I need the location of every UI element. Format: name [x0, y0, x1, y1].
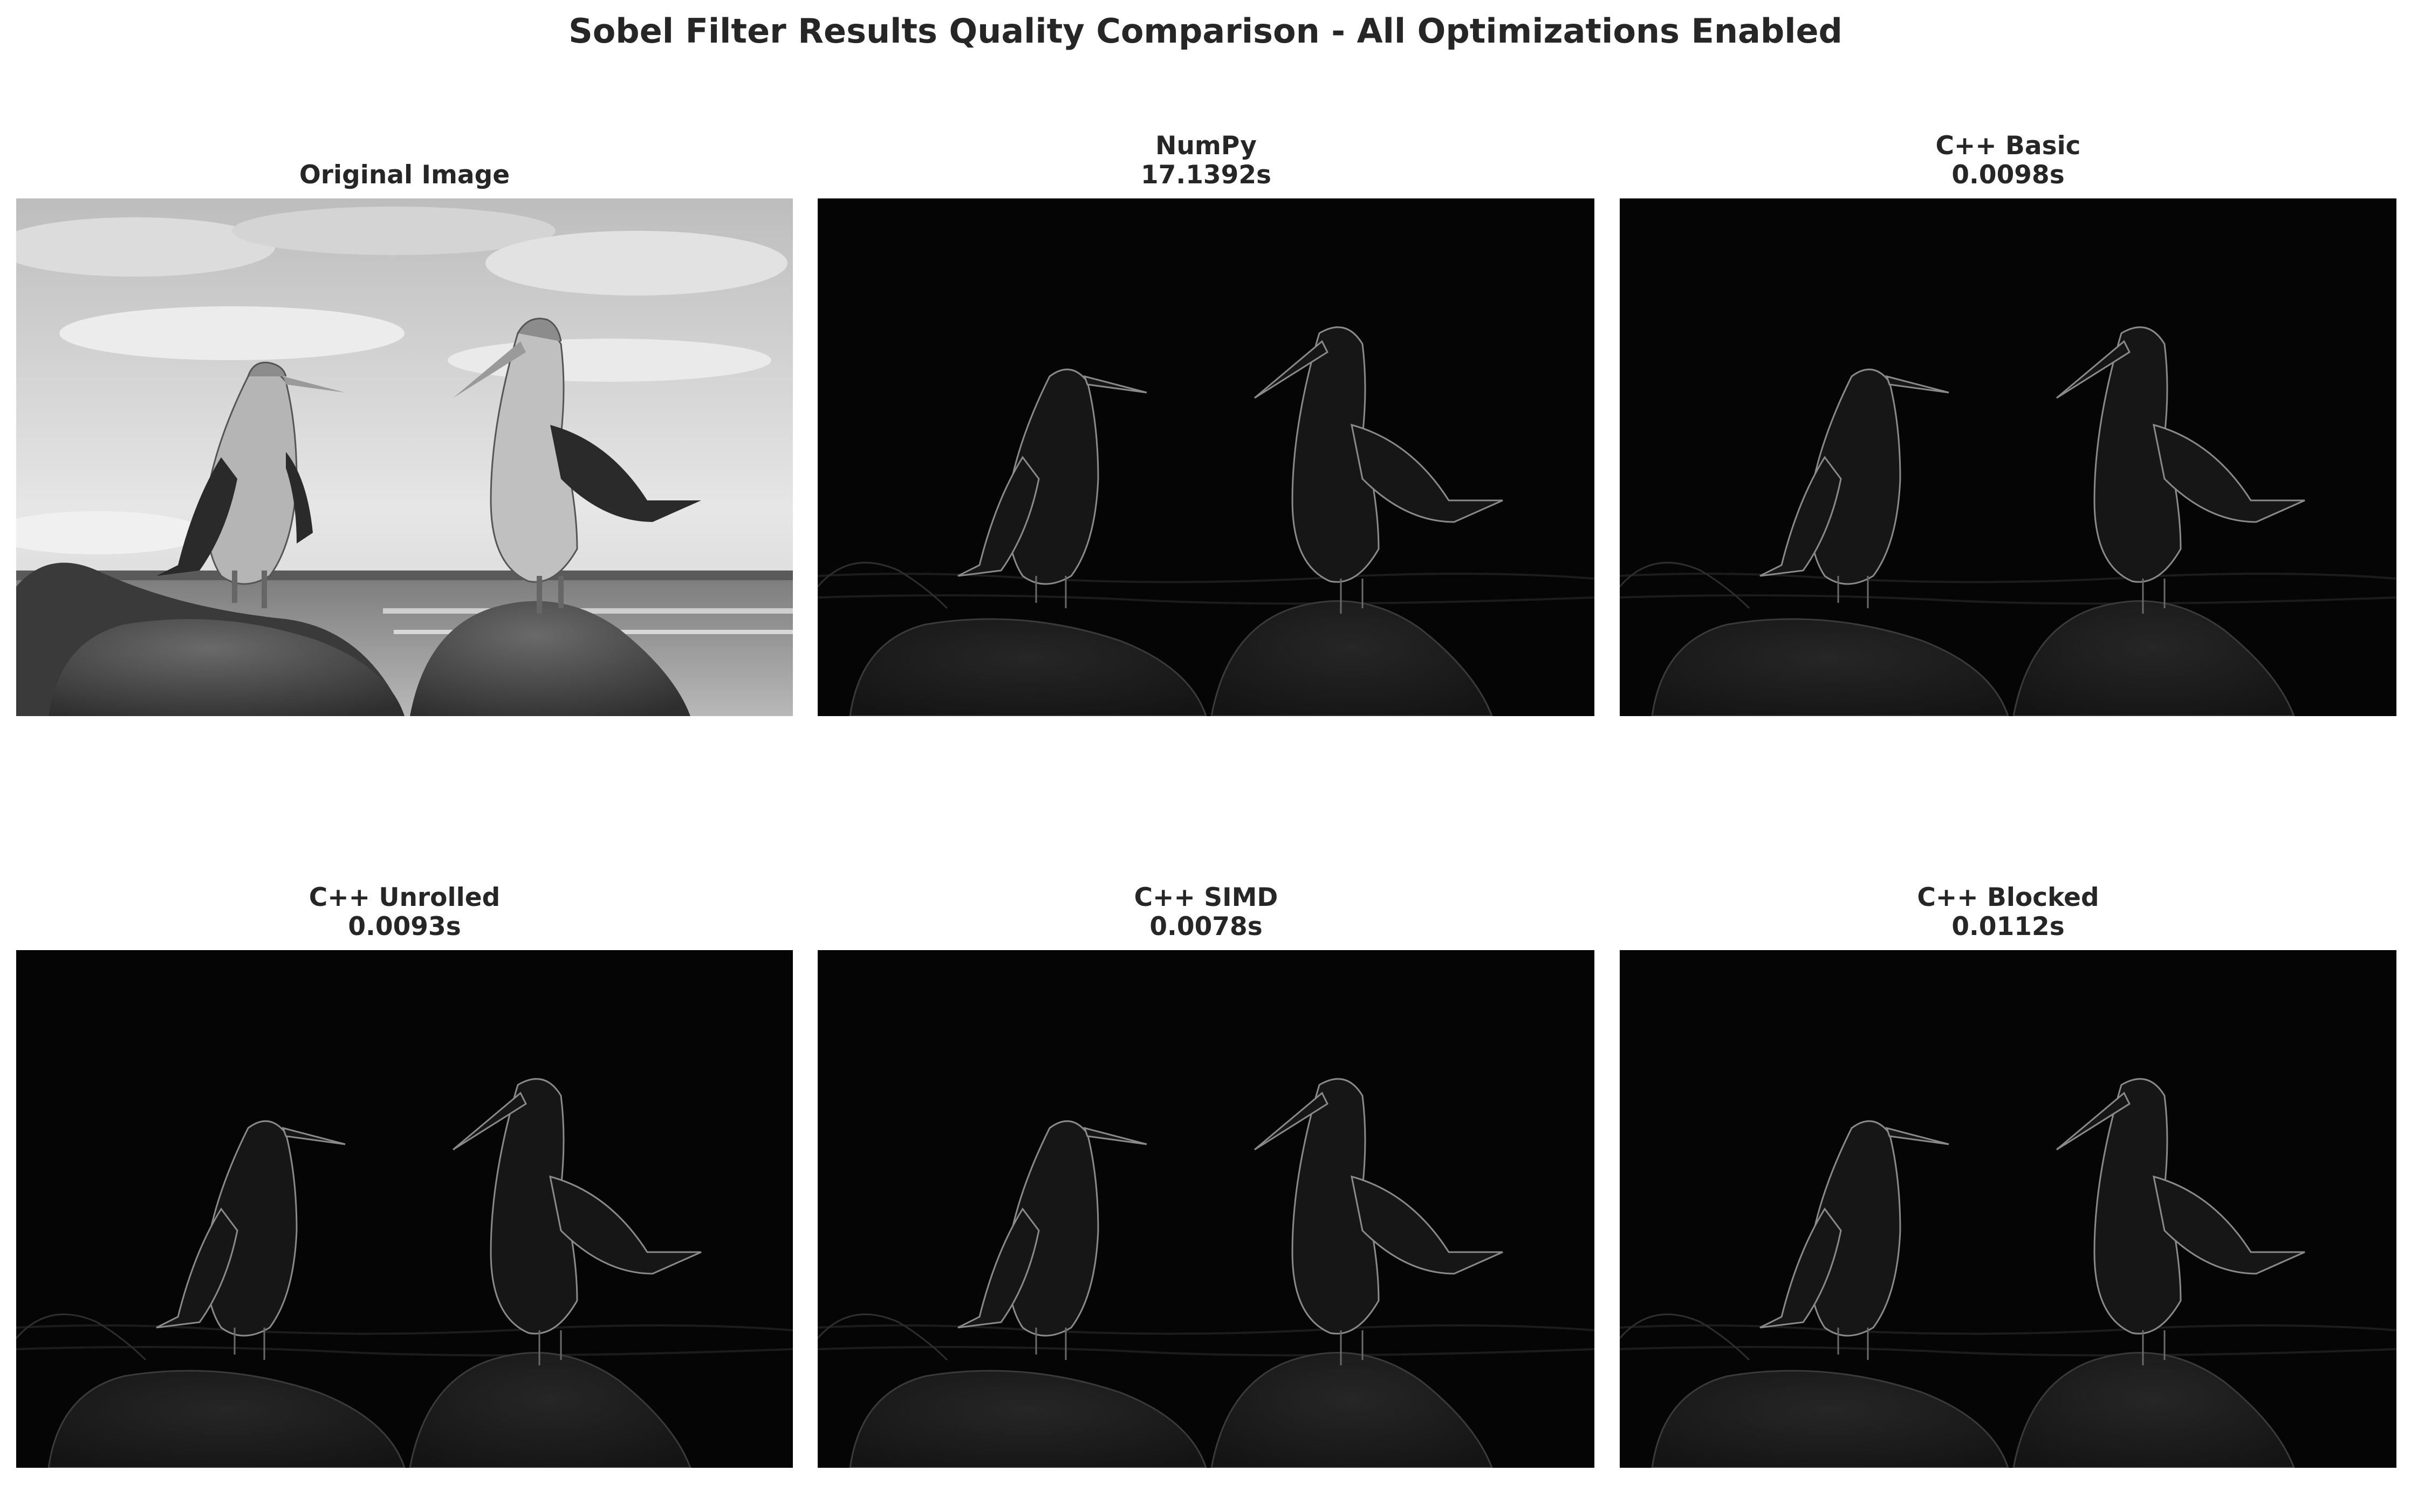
- panel-title-time: 17.1392s: [1140, 160, 1272, 190]
- panel-title-name: C++ Blocked: [1917, 883, 2099, 912]
- panel-title-name: C++ Unrolled: [309, 883, 501, 912]
- original-image: [16, 198, 793, 716]
- panel-title-time: 0.0093s: [348, 912, 461, 941]
- panel-title-time: 0.0098s: [1951, 160, 2065, 190]
- sobel-edge-image: [818, 950, 1594, 1468]
- panel-title: Original Image: [16, 161, 793, 190]
- sobel-edge-image: [818, 198, 1594, 716]
- panel-numpy: NumPy 17.1392s: [818, 132, 1594, 716]
- panel-title: C++ Blocked 0.0112s: [1620, 883, 2396, 941]
- panel-title-name: NumPy: [1155, 131, 1257, 161]
- sobel-edge-image: [1620, 950, 2396, 1468]
- panel-title-time: 0.0112s: [1951, 912, 2065, 941]
- panel-title: C++ Basic 0.0098s: [1620, 132, 2396, 190]
- panel-title-name: Original Image: [299, 160, 510, 190]
- panel-title: C++ SIMD 0.0078s: [818, 883, 1594, 941]
- panel-cpp-simd: C++ SIMD 0.0078s: [818, 883, 1594, 1468]
- panel-cpp-basic: C++ Basic 0.0098s: [1620, 132, 2396, 716]
- sobel-edge-image: [16, 950, 793, 1468]
- panel-original-image: Original Image: [16, 161, 793, 716]
- panel-title-name: C++ SIMD: [1134, 883, 1278, 912]
- panel-title-time: 0.0078s: [1149, 912, 1263, 941]
- panel-title-name: C++ Basic: [1935, 131, 2081, 161]
- panel-title: NumPy 17.1392s: [818, 132, 1594, 190]
- sobel-edge-image: [1620, 198, 2396, 716]
- panel-title: C++ Unrolled 0.0093s: [16, 883, 793, 941]
- figure-title: Sobel Filter Results Quality Comparison …: [568, 11, 1843, 51]
- panel-cpp-unrolled: C++ Unrolled 0.0093s: [16, 883, 793, 1468]
- panel-cpp-blocked: C++ Blocked 0.0112s: [1620, 883, 2396, 1468]
